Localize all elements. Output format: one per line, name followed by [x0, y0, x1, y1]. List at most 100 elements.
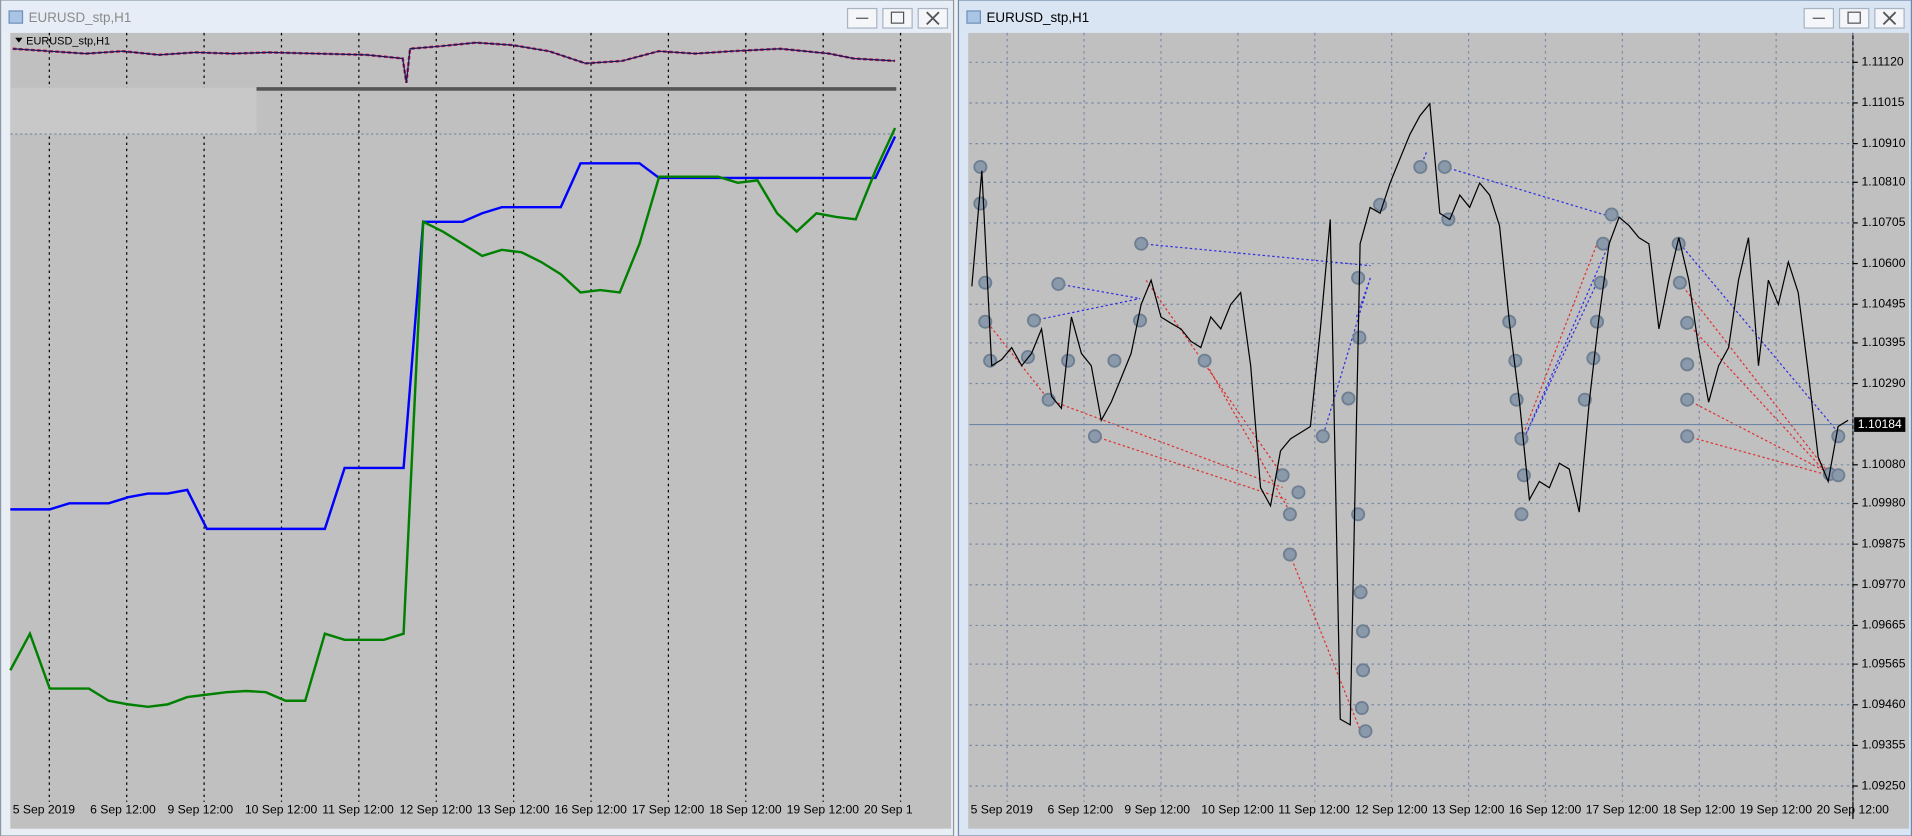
marker: [1353, 585, 1368, 600]
close-glyph: [926, 11, 940, 26]
marker: [1356, 663, 1371, 678]
marker: [1354, 701, 1369, 716]
marker: [1413, 159, 1428, 174]
x-tick-label: 6 Sep 12:00: [90, 803, 156, 817]
chart-area: [10, 32, 952, 829]
x-tick-label: 12 Sep 12:00: [400, 803, 473, 817]
marker: [1275, 468, 1290, 483]
marker: [1590, 314, 1605, 329]
marker: [1672, 275, 1687, 290]
x-tick-label: 5 Sep 2019: [13, 803, 75, 817]
x-tick-label: 9 Sep 12:00: [168, 803, 234, 817]
x-tick-label: 16 Sep 12:00: [554, 803, 627, 817]
marker: [1041, 392, 1056, 407]
marker: [1441, 212, 1456, 227]
x-tick-label: 5 Sep 2019: [971, 803, 1033, 817]
y-tick-label: 1.10600: [1861, 256, 1905, 270]
window-title: EURUSD_stp,H1: [29, 10, 132, 25]
marker: [1352, 330, 1367, 345]
y-tick-label: 1.09875: [1861, 536, 1905, 550]
marker: [1831, 468, 1846, 483]
marker: [1358, 724, 1373, 739]
marker: [1351, 270, 1366, 285]
marker: [1341, 391, 1356, 406]
left-window: EURUSD_stp,H1 5 Sep 2019 6 Sep 12:00 9 Sep…: [0, 0, 955, 836]
marker: [1680, 315, 1695, 330]
x-tick-label: 12 Sep 12:00: [1355, 803, 1428, 817]
marker: [978, 275, 993, 290]
y-tick-label: 1.10910: [1861, 136, 1905, 150]
marker: [1051, 276, 1066, 291]
x-tick-label: 10 Sep 12:00: [1201, 803, 1274, 817]
marker: [1026, 313, 1042, 328]
close-glyph: [1882, 11, 1897, 26]
x-tick-label: 16 Sep 12:00: [1509, 803, 1582, 817]
marker: [1516, 468, 1531, 483]
x-tick-label: 6 Sep 12:00: [1048, 803, 1114, 817]
x-tick-label: 19 Sep 12:00: [787, 803, 860, 817]
y-tick-label: 1.09770: [1861, 577, 1905, 591]
window-icon: [8, 10, 24, 24]
price-tag: [1854, 417, 1906, 432]
y-tick-label: 1.10290: [1861, 376, 1905, 390]
y-tick-label: 1.10495: [1861, 296, 1905, 310]
mini-price: [12, 42, 896, 83]
marker: [973, 196, 988, 211]
y-tick-label: 1.11015: [1861, 95, 1904, 109]
maximize-glyph: [1847, 11, 1861, 24]
marker: [1373, 197, 1388, 212]
y-tick-label: 1.09980: [1861, 496, 1905, 510]
maximize-button[interactable]: [1838, 7, 1870, 29]
marker: [1577, 392, 1592, 407]
marker: [1514, 431, 1529, 446]
marker: [1514, 507, 1529, 522]
x-tick-label: 11 Sep 12:00: [1278, 803, 1350, 817]
x-tick-label: 11 Sep 12:00: [322, 803, 394, 817]
marker: [1509, 392, 1524, 407]
marker: [983, 353, 998, 368]
marker: [1437, 159, 1452, 174]
x-tick-label: 17 Sep 12:00: [632, 803, 705, 817]
marker: [1134, 236, 1149, 251]
maximize-glyph: [890, 11, 905, 24]
x-tick-label: 19 Sep 12:00: [1740, 803, 1813, 817]
marker: [1282, 547, 1297, 562]
title-bar: [959, 1, 1911, 33]
y-tick-label: 1.10395: [1861, 335, 1905, 349]
series-line: [971, 102, 1849, 726]
marker: [1680, 429, 1695, 444]
series-line: [10, 135, 897, 531]
marker: [973, 159, 988, 174]
y-tick-label: 1.09355: [1861, 738, 1905, 752]
y-tick-label: 1.09460: [1861, 697, 1905, 711]
marker: [1680, 357, 1695, 372]
marker: [1604, 207, 1619, 222]
marker: [1107, 353, 1122, 368]
series-line: [9, 127, 897, 709]
buy-links: [1033, 152, 1839, 439]
y-tick-label: 1.10080: [1861, 457, 1905, 471]
x-tick-label: 18 Sep 12:00: [709, 803, 782, 817]
marker: [1282, 507, 1297, 522]
marker: [1061, 353, 1076, 368]
x-tick-label: 17 Sep 12:00: [1586, 803, 1659, 817]
x-tick-label: 9 Sep 12:00: [1124, 803, 1190, 817]
y-tick-label: 1.09565: [1861, 656, 1905, 670]
marker: [978, 314, 993, 329]
x-tick-label: 18 Sep 12:00: [1663, 803, 1736, 817]
x-tick-label: 20 Sep 1: [864, 803, 913, 817]
y-tick-label: 1.09250: [1861, 778, 1905, 792]
y-tick-label: 1.11120: [1861, 55, 1903, 69]
mini-chart-label: EURUSD_stp,H1: [26, 35, 110, 47]
x-tick-label: 20 Sep 12:00: [1816, 803, 1889, 817]
window-icon: [966, 10, 981, 24]
marker: [1197, 353, 1212, 368]
sell-links: [987, 243, 1830, 732]
y-tick-label: 1.10705: [1861, 215, 1905, 229]
marker: [1831, 429, 1846, 444]
title-bar: [1, 1, 953, 33]
maximize-button[interactable]: [882, 7, 913, 29]
window-title: EURUSD_stp,H1: [986, 10, 1089, 25]
collapse-arrow[interactable]: [15, 37, 23, 43]
